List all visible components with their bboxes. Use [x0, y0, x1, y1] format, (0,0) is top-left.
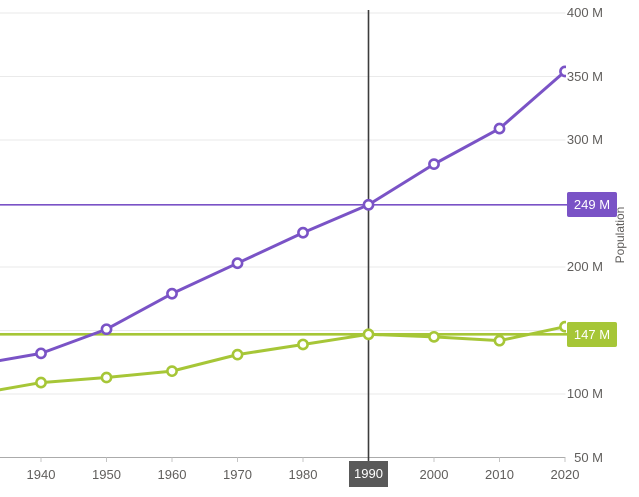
y-axis-tick-label: 100 M: [566, 386, 603, 401]
purple-series-marker[interactable]: [428, 158, 440, 171]
purple-series-marker[interactable]: [559, 65, 569, 78]
x-axis-tick-label: 2010: [485, 467, 514, 482]
green-series-marker[interactable]: [428, 330, 440, 343]
green-series-marker[interactable]: [35, 376, 47, 389]
y-axis-tick-label: 350 M: [566, 68, 603, 84]
y-axis-badge-green: 147 M: [567, 321, 617, 347]
green-series-line: [0, 325, 566, 392]
x-axis-tick-label: 2000: [419, 467, 449, 482]
purple-series-marker[interactable]: [297, 226, 309, 239]
green-series-marker[interactable]: [100, 371, 113, 384]
purple-series-line: [0, 70, 566, 363]
green-series-marker[interactable]: [166, 365, 178, 378]
purple-series-marker[interactable]: [35, 347, 47, 360]
x-axis-tick-label: 1970: [223, 467, 252, 482]
x-axis-tick-label: 2020: [550, 467, 580, 482]
purple-series-marker[interactable]: [166, 287, 178, 300]
purple-series-marker[interactable]: [493, 122, 506, 135]
green-series-marker[interactable]: [297, 338, 309, 351]
green-series-marker[interactable]: [559, 320, 569, 333]
y-axis-tick-label: 300 M: [566, 132, 603, 147]
y-axis-title: Population: [613, 206, 627, 264]
purple-series-marker[interactable]: [362, 198, 375, 211]
green-series-marker[interactable]: [362, 328, 375, 341]
purple-series-marker[interactable]: [100, 323, 113, 336]
x-axis-tick-label: 1960: [157, 467, 187, 482]
y-axis-badge-purple: 249 M: [567, 192, 617, 218]
y-axis-tick-label: 200 M: [566, 259, 603, 274]
x-axis-cursor-badge[interactable]: 1990: [349, 461, 388, 487]
green-series-marker[interactable]: [231, 348, 244, 361]
purple-series-marker[interactable]: [231, 257, 244, 270]
x-axis-tick-label: 1940: [26, 467, 56, 482]
y-axis-tick-label: 50 M: [574, 449, 603, 465]
x-axis-tick-label: 1980: [288, 467, 318, 482]
y-axis-tick-label: 400 M: [566, 5, 603, 20]
x-axis-tick-label: 1950: [92, 467, 121, 482]
green-series-marker[interactable]: [493, 334, 506, 347]
